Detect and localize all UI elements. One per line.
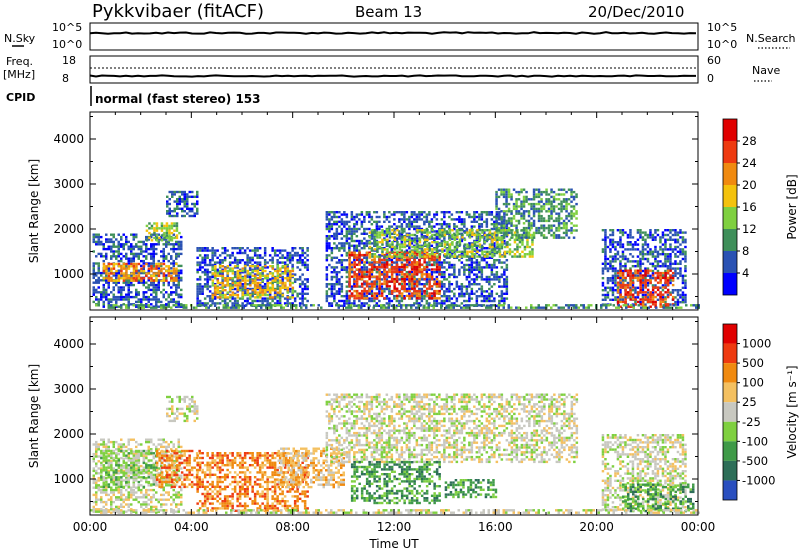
x-tick-label: 12:00 — [377, 520, 412, 534]
nsky-tick-bottom: 10^0 — [52, 38, 82, 51]
data-region-2 — [155, 449, 201, 489]
freq-trace — [89, 74, 696, 78]
colorbar-segment — [723, 141, 737, 163]
y-tick-label: 2000 — [53, 222, 84, 236]
colorbar-segment — [723, 229, 737, 251]
cpid-text: normal (fast stereo) 153 — [95, 92, 261, 106]
y-tick-label: 3000 — [53, 382, 84, 396]
x-tick-label: 16:00 — [478, 520, 513, 534]
plot-title: Pykkvibaer (fitACF) — [92, 1, 264, 22]
nsky-tick-top: 10^5 — [52, 21, 82, 34]
colorbar-tick-label: 20 — [742, 178, 757, 192]
data-region-10 — [601, 229, 687, 306]
nave-label: Nave — [752, 64, 780, 77]
data-region-3 — [166, 395, 199, 423]
nsky-trace — [89, 31, 697, 35]
data-region-8 — [444, 479, 498, 499]
colorbar-tick-label: 28 — [742, 134, 757, 148]
freq-tick-bottom: 8 — [62, 72, 69, 85]
colorbar-tick-label: 8 — [742, 244, 749, 258]
colorbar-segment — [723, 382, 737, 403]
y-axis-label: Slant Range [km] — [27, 364, 41, 468]
nsearch-label: N.Search — [746, 32, 796, 45]
x-tick-label: 20:00 — [579, 520, 614, 534]
x-tick-label: 00:00 — [681, 520, 716, 534]
data-region-7 — [350, 461, 441, 505]
x-tick-label: 08:00 — [275, 520, 310, 534]
date-label: 20/Dec/2010 — [588, 3, 684, 21]
scatter-cells — [92, 188, 700, 309]
y-tick-label: 4000 — [53, 337, 84, 351]
colorbar-segment — [723, 273, 737, 295]
colorbar-segment — [723, 441, 737, 461]
colorbar-tick-label: 16 — [742, 200, 757, 214]
colorbar-tick-label: 25 — [742, 395, 757, 409]
freq-label-1: Freq. — [6, 55, 33, 68]
data-region-1 — [102, 262, 178, 282]
data-region-12 — [95, 304, 700, 309]
colorbar: 1000 500 100 25 -25 -100 -500 -1000 Velocity [m … — [722, 323, 799, 501]
colorbar-tick-label: -25 — [742, 415, 761, 429]
data-region-3 — [166, 190, 199, 218]
beam-label: Beam 13 — [355, 3, 422, 21]
colorbar-segment — [723, 163, 737, 185]
colorbar-segment — [723, 251, 737, 273]
nsky-label: N.Sky — [4, 32, 36, 45]
data-region-4 — [196, 452, 309, 512]
colorbar-tick-label: 1000 — [742, 337, 771, 351]
colorbar-tick-label: 12 — [742, 222, 757, 236]
colorbar-tick-label: 100 — [742, 376, 764, 390]
scatter-cells — [90, 393, 700, 514]
nave-tick-bottom: 0 — [707, 72, 714, 85]
colorbar-label: Velocity [m s⁻¹] — [785, 365, 799, 458]
nsearch-tick-top: 10^5 — [707, 21, 737, 34]
y-tick-label: 3000 — [53, 177, 84, 191]
colorbar-segment — [723, 119, 737, 141]
colorbar-tick-label: 24 — [742, 156, 757, 170]
colorbar-segment — [723, 421, 737, 442]
colorbar: 28 24 20 16 12 8 4 Power [dB] — [722, 118, 799, 296]
colorbar-tick-label: 4 — [742, 266, 749, 280]
colorbar-segment — [723, 185, 737, 207]
data-region-2 — [145, 222, 181, 242]
y-tick-label: 4000 — [53, 132, 84, 146]
nave-tick-top: 60 — [707, 54, 721, 67]
freq-label-2: [MHz] — [3, 68, 35, 81]
freq-strip: Freq. [MHz] 18 8 60 0 Nave — [3, 54, 780, 85]
colorbar-segment — [723, 402, 737, 422]
freq-tick-top: 18 — [62, 54, 76, 67]
data-region-5 — [211, 265, 295, 299]
data-region-6 — [325, 393, 579, 464]
y-tick-label: 1000 — [53, 267, 84, 281]
x-tick-label: 00:00 — [73, 520, 108, 534]
colorbar-segment — [723, 363, 737, 383]
colorbar-segment — [723, 343, 737, 364]
colorbar-tick-label: 500 — [742, 356, 764, 370]
power-panel: 1000 2000 3000 4000 Slant Range [km] 28 24 20 16… — [27, 111, 799, 311]
data-region-11 — [616, 269, 675, 308]
colorbar-segment — [723, 207, 737, 229]
nsky-strip: N.Sky 10^5 10^0 10^5 10^0 N.Search — [4, 21, 796, 51]
colorbar-tick-label: -1000 — [742, 473, 775, 487]
colorbar-label: Power [dB] — [785, 174, 799, 239]
colorbar-segment — [723, 460, 737, 481]
colorbar-segment — [723, 480, 737, 500]
data-region-9 — [495, 188, 578, 239]
colorbar-segment — [723, 324, 737, 344]
colorbar-tick-label: -100 — [742, 434, 768, 448]
x-tick-label: 04:00 — [174, 520, 209, 534]
x-axis-label: Time UT — [368, 537, 419, 551]
nsearch-tick-bottom: 10^0 — [707, 38, 737, 51]
y-axis-label: Slant Range [km] — [27, 159, 41, 263]
data-region-11 — [90, 509, 700, 514]
colorbar-tick-label: -500 — [742, 454, 768, 468]
velocity-panel: 1000 2000 3000 4000 00:00 04:00 08:00 12:00 16:0… — [27, 316, 799, 551]
cpid-label: CPID — [6, 91, 35, 104]
y-tick-label: 2000 — [53, 427, 84, 441]
y-tick-label: 1000 — [53, 472, 84, 486]
